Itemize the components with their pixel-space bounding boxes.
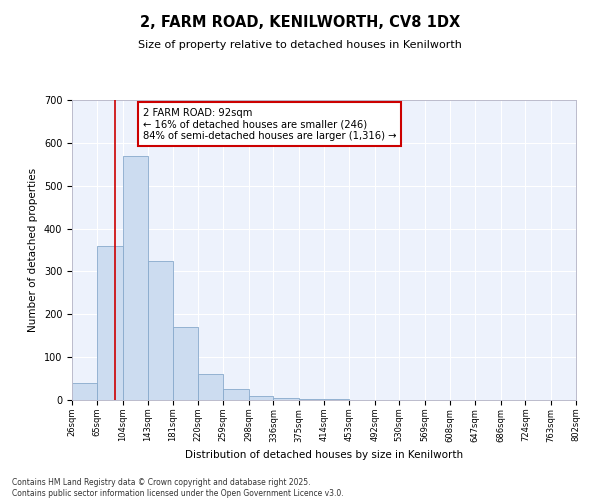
Bar (223, 390, 248, 400)
Bar (148, 260, 173, 400)
Bar (173, 327, 198, 400)
Bar (97, 246, 122, 400)
Bar (324, 399, 349, 400)
Text: 2, FARM ROAD, KENILWORTH, CV8 1DX: 2, FARM ROAD, KENILWORTH, CV8 1DX (140, 15, 460, 30)
Text: Contains HM Land Registry data © Crown copyright and database right 2025.
Contai: Contains HM Land Registry data © Crown c… (12, 478, 344, 498)
Text: Size of property relative to detached houses in Kenilworth: Size of property relative to detached ho… (138, 40, 462, 50)
Bar (198, 374, 223, 400)
Bar (122, 156, 148, 400)
Bar (274, 398, 299, 400)
Bar (72, 383, 97, 400)
X-axis label: Distribution of detached houses by size in Kenilworth: Distribution of detached houses by size … (185, 450, 463, 460)
Y-axis label: Number of detached properties: Number of detached properties (28, 168, 38, 332)
Bar (299, 399, 324, 400)
Bar (248, 396, 274, 400)
Text: 2 FARM ROAD: 92sqm
← 16% of detached houses are smaller (246)
84% of semi-detach: 2 FARM ROAD: 92sqm ← 16% of detached hou… (143, 108, 396, 140)
